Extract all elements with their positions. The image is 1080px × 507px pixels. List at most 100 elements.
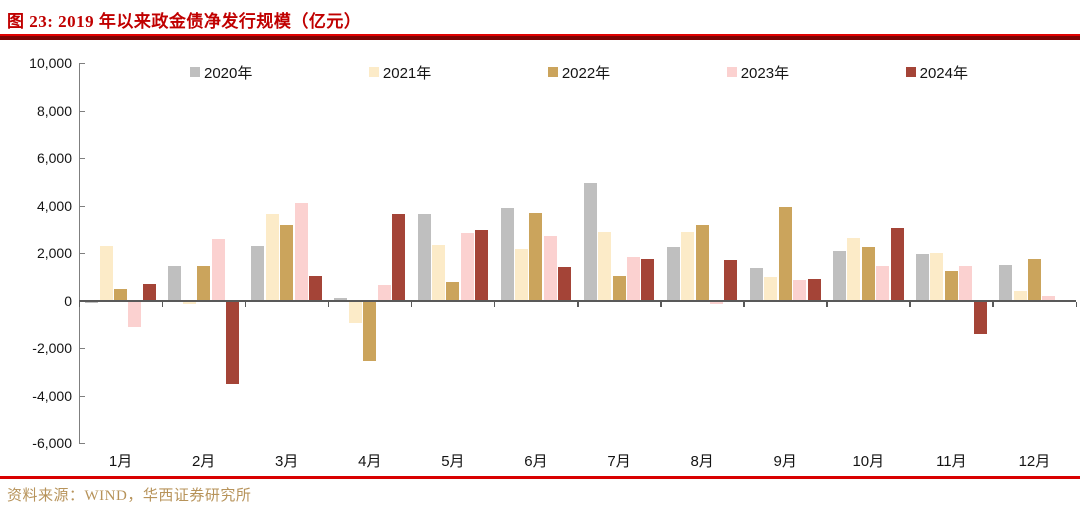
bar-2022年-4月	[363, 300, 377, 362]
bar-2024年-7月	[641, 258, 655, 301]
legend-item-5: 2024年	[905, 62, 968, 83]
bar-2024年-8月	[724, 260, 738, 301]
bar-2024年-11月	[973, 300, 987, 334]
bar-2022年-2月	[197, 266, 211, 301]
bar-2022年-11月	[944, 270, 958, 301]
legend-label: 2020年	[204, 64, 253, 82]
legend-swatch	[905, 67, 916, 77]
y-axis-tick-label: -4,000	[32, 387, 72, 404]
y-axis-tick-label: 0	[64, 292, 72, 309]
x-axis-category-label: 12月	[1018, 453, 1051, 470]
y-axis-tick-mark	[79, 395, 85, 397]
bar-2022年-9月	[778, 206, 792, 301]
legend-item-3: 2022年	[547, 62, 611, 83]
legend-item-1: 2020年	[190, 62, 252, 83]
bar-2021年-3月	[265, 213, 279, 301]
bar-2024年-2月	[225, 300, 239, 384]
bar-2021年-9月	[764, 276, 778, 301]
bar-2020年-2月	[168, 266, 182, 301]
x-axis-tick-mark	[327, 301, 330, 307]
bar-2022年-5月	[446, 281, 460, 301]
bar-2024年-1月	[142, 283, 156, 301]
bar-2021年-12月	[1013, 291, 1027, 301]
y-axis-line	[79, 63, 80, 443]
x-axis-category-label: 6月	[524, 453, 548, 470]
legend-swatch	[190, 67, 200, 77]
y-axis-tick-mark	[79, 205, 85, 207]
bar-2023年-5月	[460, 232, 474, 301]
x-axis-tick-mark	[493, 301, 496, 307]
x-axis-tick-mark	[743, 301, 745, 307]
bar-2020年-10月	[832, 250, 846, 301]
bar-2024年-5月	[475, 230, 489, 301]
bar-chart: 2020年 2021年 2022年 2023年 2024年 10,000 8,000 6,0…	[0, 0, 1077, 480]
legend-swatch	[726, 67, 737, 77]
bar-2022年-6月	[529, 212, 543, 301]
x-axis-category-label: 2月	[191, 453, 216, 470]
bar-2023年-2月	[211, 238, 225, 301]
bar-2022年-10月	[861, 247, 875, 301]
title-separator-thin-line	[0, 34, 1080, 36]
bar-2021年-2月	[182, 300, 196, 305]
legend-label: 2022年	[561, 64, 611, 82]
bar-2020年-1月	[85, 300, 99, 303]
x-axis-tick-mark	[78, 301, 80, 307]
title-separator	[0, 34, 1080, 40]
bar-2023年-1月	[128, 300, 142, 327]
bar-2020年-7月	[583, 182, 597, 301]
x-axis-category-label: 5月	[441, 453, 465, 470]
y-axis-tick-label: 6,000	[36, 150, 72, 166]
bar-2024年-4月	[392, 213, 406, 301]
y-axis-tick-mark	[79, 348, 85, 349]
bar-2020年-5月	[417, 213, 431, 301]
bar-2022年-7月	[612, 275, 626, 301]
bar-2022年-3月	[280, 224, 294, 301]
legend-label: 2021年	[382, 64, 432, 82]
legend-swatch	[547, 67, 558, 77]
bar-2023年-11月	[959, 266, 973, 301]
bar-2021年-5月	[431, 244, 445, 301]
y-axis-tick-label: 8,000	[36, 102, 72, 119]
legend-label: 2023年	[740, 64, 790, 82]
x-axis-tick-mark	[577, 301, 579, 307]
plot-area	[78, 63, 1077, 444]
y-axis-tick-label: -6,000	[32, 435, 72, 451]
legend-label: 2024年	[919, 64, 968, 82]
x-axis-tick-mark	[992, 301, 994, 307]
bar-2023年-12月	[1042, 295, 1056, 301]
legend-item-2: 2021年	[368, 62, 432, 83]
bar-2020年-11月	[916, 254, 930, 301]
legend-swatch	[368, 67, 379, 77]
x-axis-category-label: 11月	[936, 453, 967, 470]
x-axis-labels: 1月 2月 3月 4月 5月 6月 7月 8月 9月 10月 11月 12月	[79, 450, 1076, 470]
bar-2022年-12月	[1027, 258, 1041, 301]
x-axis-category-label: 9月	[773, 453, 797, 470]
footer-separator	[0, 476, 1080, 479]
y-axis-tick-label: 10,000	[29, 55, 72, 71]
y-axis-tick-label: 2,000	[36, 245, 72, 261]
x-axis-tick-mark	[161, 301, 164, 307]
bar-2020年-8月	[666, 247, 680, 301]
y-axis-tick-label: 4,000	[36, 197, 72, 214]
legend: 2020年 2021年 2022年 2023年 2024年	[190, 62, 968, 82]
bar-2021年-8月	[681, 231, 695, 301]
x-axis-tick-mark	[660, 301, 662, 307]
bar-2020年-6月	[500, 207, 514, 301]
x-axis-tick-mark	[909, 301, 911, 307]
bar-2023年-6月	[543, 236, 557, 301]
title-separator-thick-line	[0, 36, 1080, 40]
bar-2022年-8月	[695, 224, 709, 301]
bar-2020年-4月	[334, 298, 348, 301]
bar-2022年-1月	[114, 288, 128, 301]
y-axis-labels: 10,000 8,000 6,000 4,000 2,000 0 -2,000 -4,000 -…	[0, 0, 72, 480]
bar-2023年-7月	[626, 256, 640, 301]
bar-2023年-3月	[294, 203, 308, 301]
x-axis-zero-line	[79, 299, 1076, 302]
bar-2021年-1月	[99, 245, 113, 301]
bar-2021年-10月	[847, 237, 861, 301]
bar-2024年-6月	[558, 267, 572, 301]
bar-2020年-3月	[251, 245, 265, 301]
bar-2023年-4月	[377, 285, 391, 301]
x-axis-category-label: 10月	[852, 453, 885, 470]
x-axis-tick-mark	[1075, 301, 1077, 307]
